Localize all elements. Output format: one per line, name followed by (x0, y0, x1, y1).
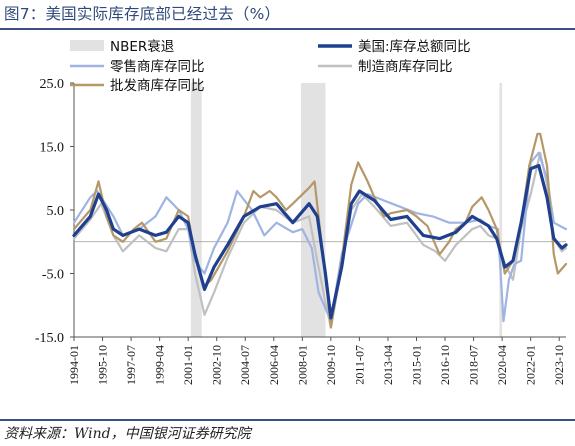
x-tick-label: 2022-01 (524, 345, 538, 385)
series-lines (72, 132, 568, 329)
x-tick-label: 2011-07 (352, 345, 366, 385)
source-note: 资料来源：Wind，中国银河证券研究院 (4, 426, 251, 442)
x-tick-label: 1994-01 (67, 345, 81, 385)
x-tick-label: 2008-01 (295, 345, 309, 385)
chart-title: 图7：美国实际库存底部已经过去（%） (4, 5, 281, 23)
x-tick-label: 2004-07 (238, 345, 252, 385)
y-tick-label: 15.0 (40, 141, 65, 156)
x-tick-label: 2016-10 (438, 345, 452, 385)
y-tick-label: -5.0 (42, 268, 64, 283)
y-tick-label: 25.0 (40, 77, 65, 92)
legend-item-wholesale: 批发商库存同比 (70, 78, 205, 94)
x-tick-label: 2009-10 (324, 345, 338, 385)
series-line-total (72, 163, 568, 320)
legend-item-recession: NBER衰退 (70, 38, 175, 55)
recession-band-1 (190, 83, 202, 337)
x-tick-label: 1997-07 (124, 345, 138, 385)
series-line-retail (72, 151, 568, 323)
legend-item-retail: 零售商库存同比 (70, 59, 205, 75)
y-tick-label: 5.0 (47, 204, 65, 219)
x-tick-label: 2006-04 (267, 345, 281, 385)
x-tick-label: 1995-10 (96, 345, 110, 385)
y-tick-label: -15.0 (35, 331, 64, 346)
x-tick-label: 2015-01 (409, 345, 423, 385)
footer-rule (0, 419, 575, 421)
legend-item-mfg: 制造商库存同比 (318, 59, 453, 75)
legend-label: 美国:库存总额同比 (358, 39, 471, 55)
x-tick-label: 2002-10 (210, 345, 224, 385)
x-tick-label: 2020-04 (495, 345, 509, 385)
legend-label: 制造商库存同比 (358, 59, 453, 75)
legend-item-total: 美国:库存总额同比 (318, 39, 471, 55)
x-tick-label: 1999-04 (153, 345, 167, 385)
x-tick-label: 2018-07 (467, 345, 481, 385)
recession-bands (190, 83, 503, 337)
title-underline (0, 28, 575, 30)
legend-label: NBER衰退 (110, 38, 175, 55)
recession-band-3 (499, 83, 503, 337)
legend-label: 零售商库存同比 (110, 59, 205, 75)
x-tick-label: 2001-01 (181, 345, 195, 385)
x-tick-label: 2013-04 (381, 345, 395, 385)
legend-label: 批发商库存同比 (110, 78, 205, 94)
legend-swatch (70, 40, 104, 51)
x-tick-label: 2023-10 (552, 345, 566, 385)
